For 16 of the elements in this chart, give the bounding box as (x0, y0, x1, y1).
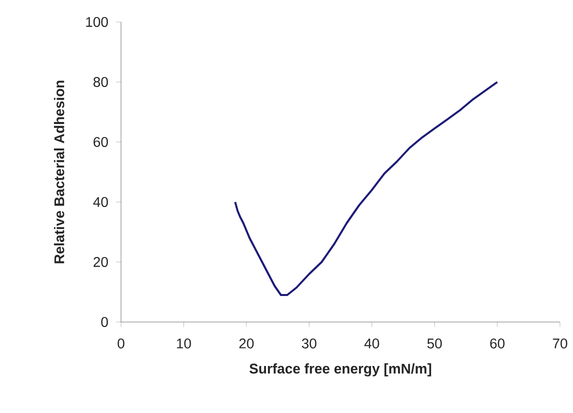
x-tick-label: 70 (552, 338, 568, 348)
x-tick-label: 40 (364, 338, 380, 348)
y-tick-label: 60 (94, 137, 108, 147)
x-tick-label: 30 (302, 338, 316, 348)
y-tick-label: 100 (86, 17, 108, 27)
x-tick-label: 10 (176, 338, 191, 348)
y-axis-title: Relative Bacterial Adhesion (54, 80, 64, 264)
x-tick-label: 0 (118, 338, 124, 348)
y-tick-label: 0 (101, 317, 108, 327)
x-axis-title: Surface free energy [mN/m] (249, 363, 432, 376)
x-tick-label: 20 (239, 338, 254, 348)
x-tick-label: 50 (427, 338, 442, 348)
y-tick-label: 40 (93, 197, 108, 207)
y-tick-label: 20 (94, 257, 108, 267)
y-tick-label: 80 (94, 77, 108, 87)
x-tick-label: 60 (490, 338, 505, 348)
